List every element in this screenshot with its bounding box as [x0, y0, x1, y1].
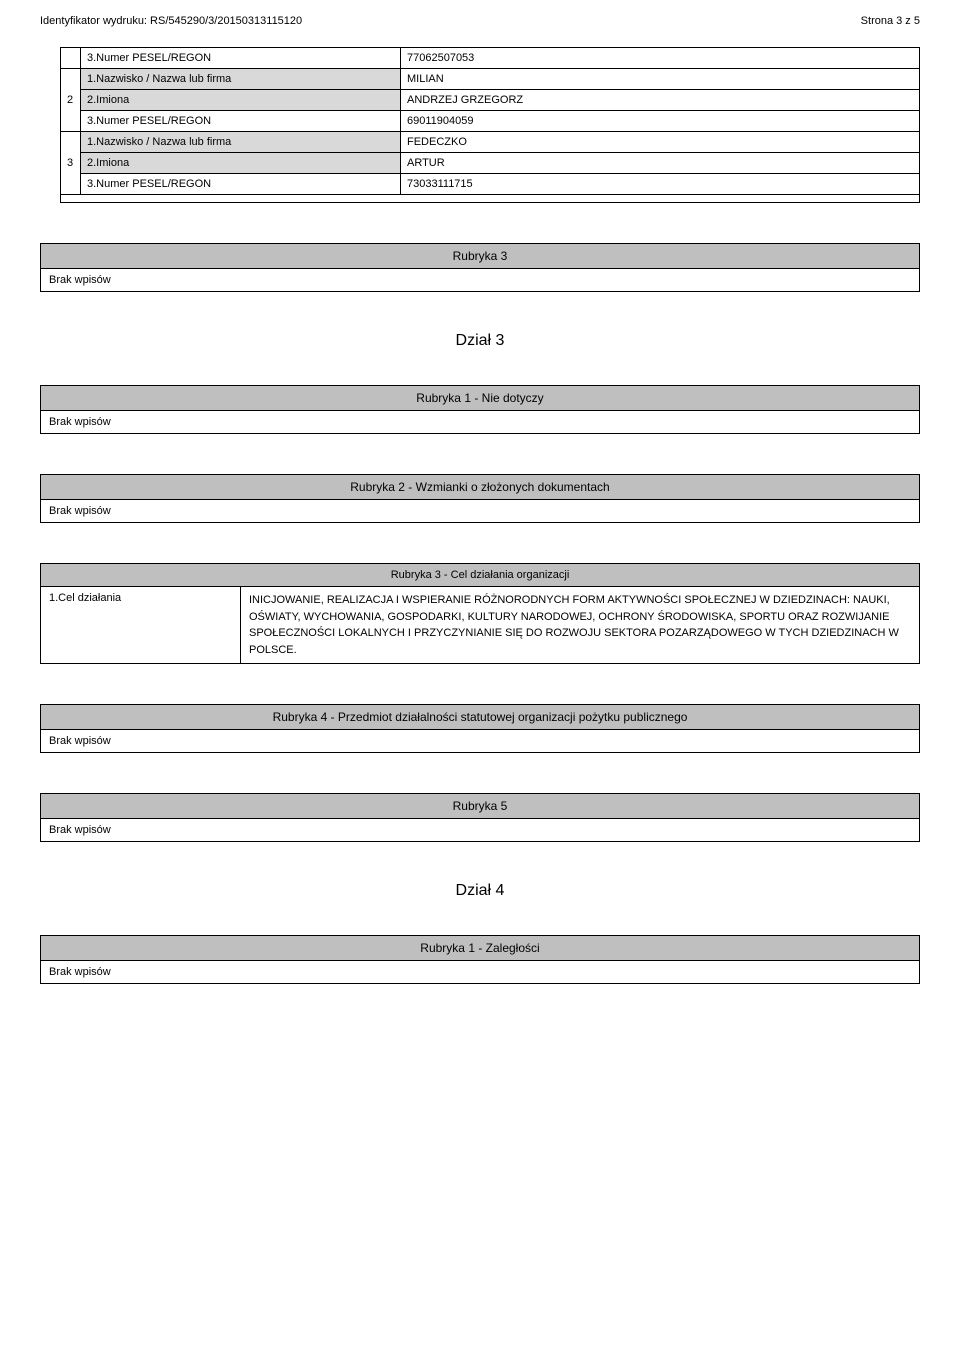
- table-row: 2.Imiona ANDRZEJ GRZEGORZ: [61, 90, 920, 111]
- section-body: Brak wpisów: [40, 269, 920, 292]
- table-frame-bottom: [60, 195, 920, 203]
- page-header: Identyfikator wydruku: RS/545290/3/20150…: [40, 15, 920, 27]
- row-number: [61, 48, 81, 69]
- section-body: Brak wpisów: [40, 500, 920, 523]
- field-label: 3.Numer PESEL/REGON: [81, 174, 401, 195]
- table-row: 1.Cel działania INICJOWANIE, REALIZACJA …: [41, 587, 920, 664]
- table-row: 2.Imiona ARTUR: [61, 153, 920, 174]
- rubryka-3-cel-section: Rubryka 3 - Cel działania organizacji 1.…: [40, 563, 920, 664]
- field-label: 1.Nazwisko / Nazwa lub firma: [81, 132, 401, 153]
- section-title: Rubryka 1 - Nie dotyczy: [40, 385, 920, 411]
- field-value: FEDECZKO: [401, 132, 920, 153]
- field-value: 73033111715: [401, 174, 920, 195]
- rubryka-5-section: Rubryka 5 Brak wpisów: [40, 793, 920, 842]
- field-label: 3.Numer PESEL/REGON: [81, 48, 401, 69]
- table-row: 3.Numer PESEL/REGON 73033111715: [61, 174, 920, 195]
- section-title: Rubryka 3 - Cel działania organizacji: [41, 564, 920, 587]
- printout-id: Identyfikator wydruku: RS/545290/3/20150…: [40, 15, 302, 27]
- section-body: Brak wpisów: [40, 730, 920, 753]
- section-title: Rubryka 3: [40, 243, 920, 269]
- field-value: ANDRZEJ GRZEGORZ: [401, 90, 920, 111]
- field-label: 2.Imiona: [81, 90, 401, 111]
- rubryka-1-nie-section: Rubryka 1 - Nie dotyczy Brak wpisów: [40, 385, 920, 434]
- cel-label: 1.Cel działania: [41, 587, 241, 664]
- page-number: Strona 3 z 5: [861, 15, 920, 27]
- rubryka-2-wz-section: Rubryka 2 - Wzmianki o złożonych dokumen…: [40, 474, 920, 523]
- dzial-4-heading: Dział 4: [40, 882, 920, 900]
- table-row: 3.Numer PESEL/REGON 77062507053: [61, 48, 920, 69]
- section-body: Brak wpisów: [40, 961, 920, 984]
- person-table: 3.Numer PESEL/REGON 77062507053 2 1.Nazw…: [60, 47, 920, 195]
- table-row: 3 1.Nazwisko / Nazwa lub firma FEDECZKO: [61, 132, 920, 153]
- cel-table: Rubryka 3 - Cel działania organizacji 1.…: [40, 563, 920, 664]
- field-value: 69011904059: [401, 111, 920, 132]
- table-row: Rubryka 3 - Cel działania organizacji: [41, 564, 920, 587]
- section-title: Rubryka 4 - Przedmiot działalności statu…: [40, 704, 920, 730]
- field-label: 3.Numer PESEL/REGON: [81, 111, 401, 132]
- section-body: Brak wpisów: [40, 411, 920, 434]
- rubryka-3-section: Rubryka 3 Brak wpisów: [40, 243, 920, 292]
- field-value: ARTUR: [401, 153, 920, 174]
- field-label: 1.Nazwisko / Nazwa lub firma: [81, 69, 401, 90]
- section-title: Rubryka 2 - Wzmianki o złożonych dokumen…: [40, 474, 920, 500]
- section-title: Rubryka 5: [40, 793, 920, 819]
- table-row: 2 1.Nazwisko / Nazwa lub firma MILIAN: [61, 69, 920, 90]
- rubryka-1-zal-section: Rubryka 1 - Zaległości Brak wpisów: [40, 935, 920, 984]
- table-row: 3.Numer PESEL/REGON 69011904059: [61, 111, 920, 132]
- row-number: 2: [61, 69, 81, 132]
- rubryka-4-przed-section: Rubryka 4 - Przedmiot działalności statu…: [40, 704, 920, 753]
- field-label: 2.Imiona: [81, 153, 401, 174]
- row-number: 3: [61, 132, 81, 195]
- field-value: MILIAN: [401, 69, 920, 90]
- cel-value: INICJOWANIE, REALIZACJA I WSPIERANIE RÓŻ…: [241, 587, 920, 664]
- dzial-3-heading: Dział 3: [40, 332, 920, 350]
- section-body: Brak wpisów: [40, 819, 920, 842]
- field-value: 77062507053: [401, 48, 920, 69]
- section-title: Rubryka 1 - Zaległości: [40, 935, 920, 961]
